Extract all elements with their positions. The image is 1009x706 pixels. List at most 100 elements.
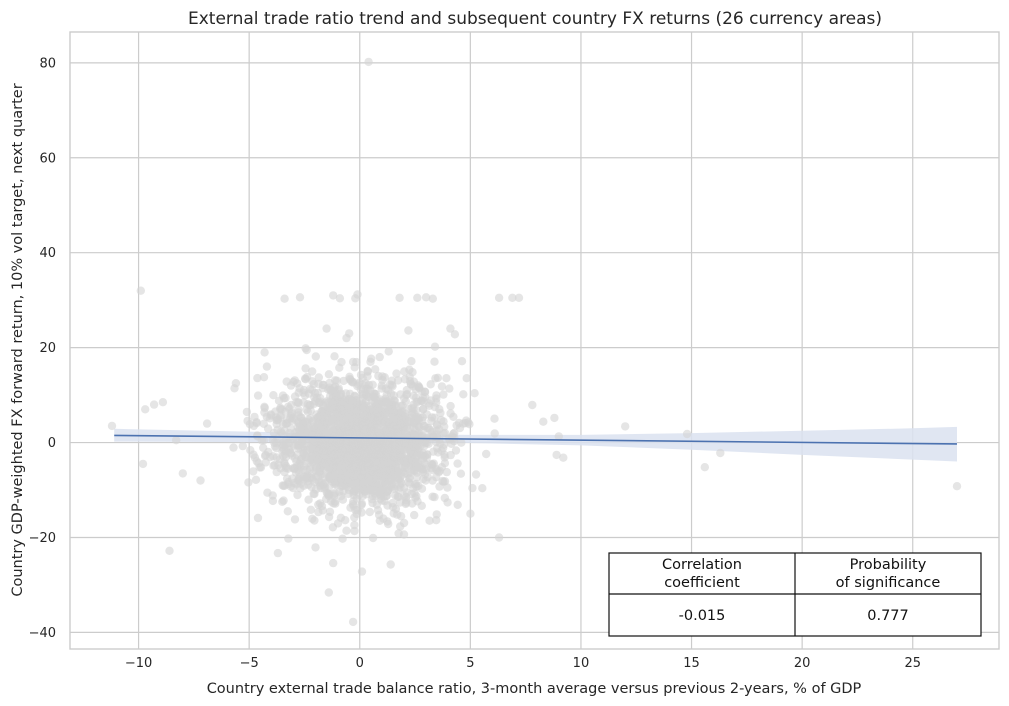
data-point [432, 420, 442, 429]
data-point [386, 560, 395, 569]
data-point [424, 439, 433, 448]
data-point [425, 516, 434, 525]
data-point [270, 460, 279, 470]
data-point [396, 420, 405, 429]
regression-line-group [114, 434, 957, 445]
data-point [369, 485, 378, 495]
data-point [417, 501, 426, 510]
data-point [260, 451, 270, 460]
data-point [375, 428, 384, 437]
data-point [347, 418, 357, 428]
data-point [364, 57, 373, 67]
data-point [428, 294, 437, 303]
data-point [421, 392, 430, 402]
data-point [355, 478, 365, 487]
data-point [357, 567, 367, 576]
data-point [347, 407, 356, 416]
data-point [272, 467, 281, 477]
data-point [238, 441, 247, 451]
stats-table: Correlation coefficient Probability of s… [608, 552, 982, 637]
y-tick-label: −20 [29, 531, 56, 546]
data-point [339, 376, 348, 386]
data-point [378, 375, 387, 385]
data-point [348, 617, 358, 627]
data-point [268, 496, 278, 506]
data-point [426, 380, 435, 389]
data-point [411, 458, 421, 468]
x-tick-label: 15 [683, 656, 700, 671]
data-point [415, 423, 424, 432]
data-point [364, 462, 373, 471]
data-point [268, 452, 278, 461]
data-point [269, 391, 278, 400]
data-point [350, 520, 359, 530]
data-point [369, 474, 378, 483]
data-point [306, 505, 316, 514]
data-point [269, 428, 279, 438]
data-point [450, 330, 460, 339]
data-point [311, 543, 320, 552]
x-tick-label: 5 [466, 656, 474, 671]
data-point [286, 424, 295, 433]
data-point [437, 463, 446, 472]
data-point [312, 463, 321, 473]
data-point [289, 464, 298, 473]
stats-value-correlation: -0.015 [679, 608, 726, 624]
data-point [436, 408, 445, 418]
data-point [314, 500, 323, 509]
data-point [342, 526, 351, 535]
data-point [400, 375, 410, 384]
y-tick-label: 0 [48, 436, 56, 451]
data-point [325, 507, 335, 516]
data-point [355, 447, 364, 456]
data-point [314, 373, 323, 382]
data-point [716, 448, 725, 458]
data-point [313, 447, 322, 457]
data-point [494, 533, 504, 542]
data-point [430, 342, 440, 351]
data-point [396, 401, 406, 410]
data-point [335, 294, 345, 303]
data-point [445, 384, 454, 393]
data-point [246, 446, 255, 455]
y-tick-label: 60 [39, 151, 56, 166]
data-point [328, 414, 337, 424]
data-point [380, 496, 389, 506]
data-point [301, 417, 310, 426]
data-point [308, 475, 318, 484]
data-point [449, 429, 458, 438]
data-point [405, 417, 414, 426]
data-point [294, 398, 303, 407]
y-tick-label: −40 [29, 626, 56, 641]
data-point [165, 546, 174, 555]
data-point [404, 326, 413, 335]
data-point [353, 405, 363, 414]
data-point [294, 419, 304, 428]
data-point [471, 470, 481, 479]
data-point [399, 518, 409, 528]
data-point [384, 519, 393, 529]
data-point [345, 470, 354, 479]
data-point [382, 390, 391, 399]
data-point [329, 404, 339, 414]
data-point [343, 429, 352, 438]
data-point [349, 501, 358, 510]
y-tick-label: 80 [39, 56, 56, 71]
data-point [470, 389, 479, 398]
data-point [279, 496, 288, 505]
data-point [313, 421, 323, 430]
data-point [393, 376, 403, 385]
stats-header-correlation-line1: Correlation [662, 557, 742, 573]
data-point [356, 385, 365, 394]
data-point [514, 293, 524, 302]
data-point [294, 405, 303, 414]
x-tick-label: 0 [356, 656, 364, 671]
stats-header-probability-line2: of significance [836, 575, 941, 591]
data-point [107, 421, 117, 431]
data-point [348, 378, 357, 387]
data-point [528, 400, 537, 410]
data-point [399, 445, 409, 455]
data-point [468, 483, 477, 493]
data-point [482, 449, 491, 459]
